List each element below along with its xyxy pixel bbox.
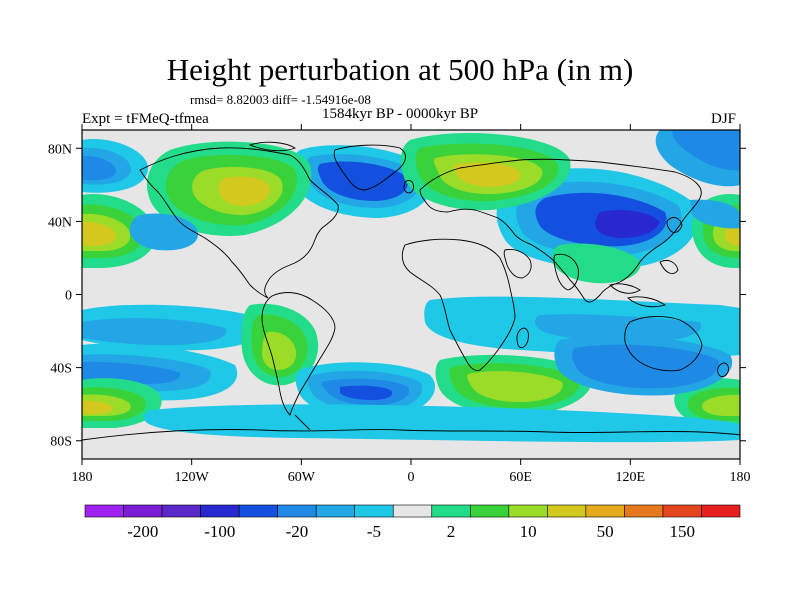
lon-tick-label: 0	[408, 470, 415, 485]
colorbar-swatch	[469, 504, 510, 518]
latitude-axis: 80N 40N 0 40S 80S	[48, 142, 746, 450]
colorbar-swatch	[701, 504, 741, 518]
season-label: DJF	[711, 111, 737, 127]
colorbar-label: 50	[597, 522, 614, 541]
lat-tick-label: 40S	[50, 362, 72, 377]
period-label: 1584kyr BP - 0000kyr BP	[322, 106, 479, 122]
colorbar-label: 150	[669, 522, 695, 541]
contour-field	[82, 130, 740, 459]
colorbar-swatch	[392, 504, 433, 518]
lat-tick-label: 0	[65, 289, 72, 304]
lon-tick-label: 120E	[616, 470, 646, 485]
colorbar-label: -100	[204, 522, 235, 541]
colorbar-swatch	[200, 504, 240, 518]
colorbar-swatch	[624, 504, 664, 518]
colorbar-swatch	[161, 504, 201, 518]
lon-tick-label: 60W	[288, 470, 316, 485]
colorbar-label: 10	[520, 522, 537, 541]
colorbar-swatch	[84, 504, 124, 518]
plot-title: Height perturbation at 500 hPa (in m)	[166, 52, 634, 87]
rmsd-diff-stats: rmsd= 8.82003 diff= -1.54916e-08	[190, 92, 371, 107]
colorbar-label: -5	[367, 522, 381, 541]
lon-tick-label: 60E	[509, 470, 532, 485]
lat-tick-label: 80S	[50, 435, 72, 450]
colorbar-swatch	[508, 504, 548, 518]
lat-tick-label: 40N	[48, 215, 72, 230]
experiment-label: Expt = tFMeQ-tfmea	[82, 111, 209, 127]
colorbar-swatch	[277, 504, 317, 518]
lon-tick-label: 180	[730, 470, 751, 485]
colorbar-swatch	[431, 504, 471, 518]
colorbar-label: 2	[447, 522, 456, 541]
colorbar-swatch	[123, 504, 163, 518]
colorbar-swatch	[315, 504, 356, 518]
colorbar-swatch	[585, 504, 625, 518]
colorbar-swatch	[238, 504, 278, 518]
colorbar-label: -200	[127, 522, 158, 541]
colorbar-swatch	[354, 504, 394, 518]
lat-tick-label: 80N	[48, 142, 72, 157]
lon-tick-label: 120W	[175, 470, 210, 485]
colorbar: -200 -100 -20 -5 2 10 50 150	[84, 504, 741, 541]
colorbar-label: -20	[286, 522, 309, 541]
lon-tick-label: 180	[72, 470, 93, 485]
longitude-axis: 180 120W 60W 0 60E 120E 180	[72, 124, 751, 485]
colorbar-swatch	[547, 504, 587, 518]
colorbar-swatch	[662, 504, 702, 518]
coastlines	[82, 141, 740, 441]
